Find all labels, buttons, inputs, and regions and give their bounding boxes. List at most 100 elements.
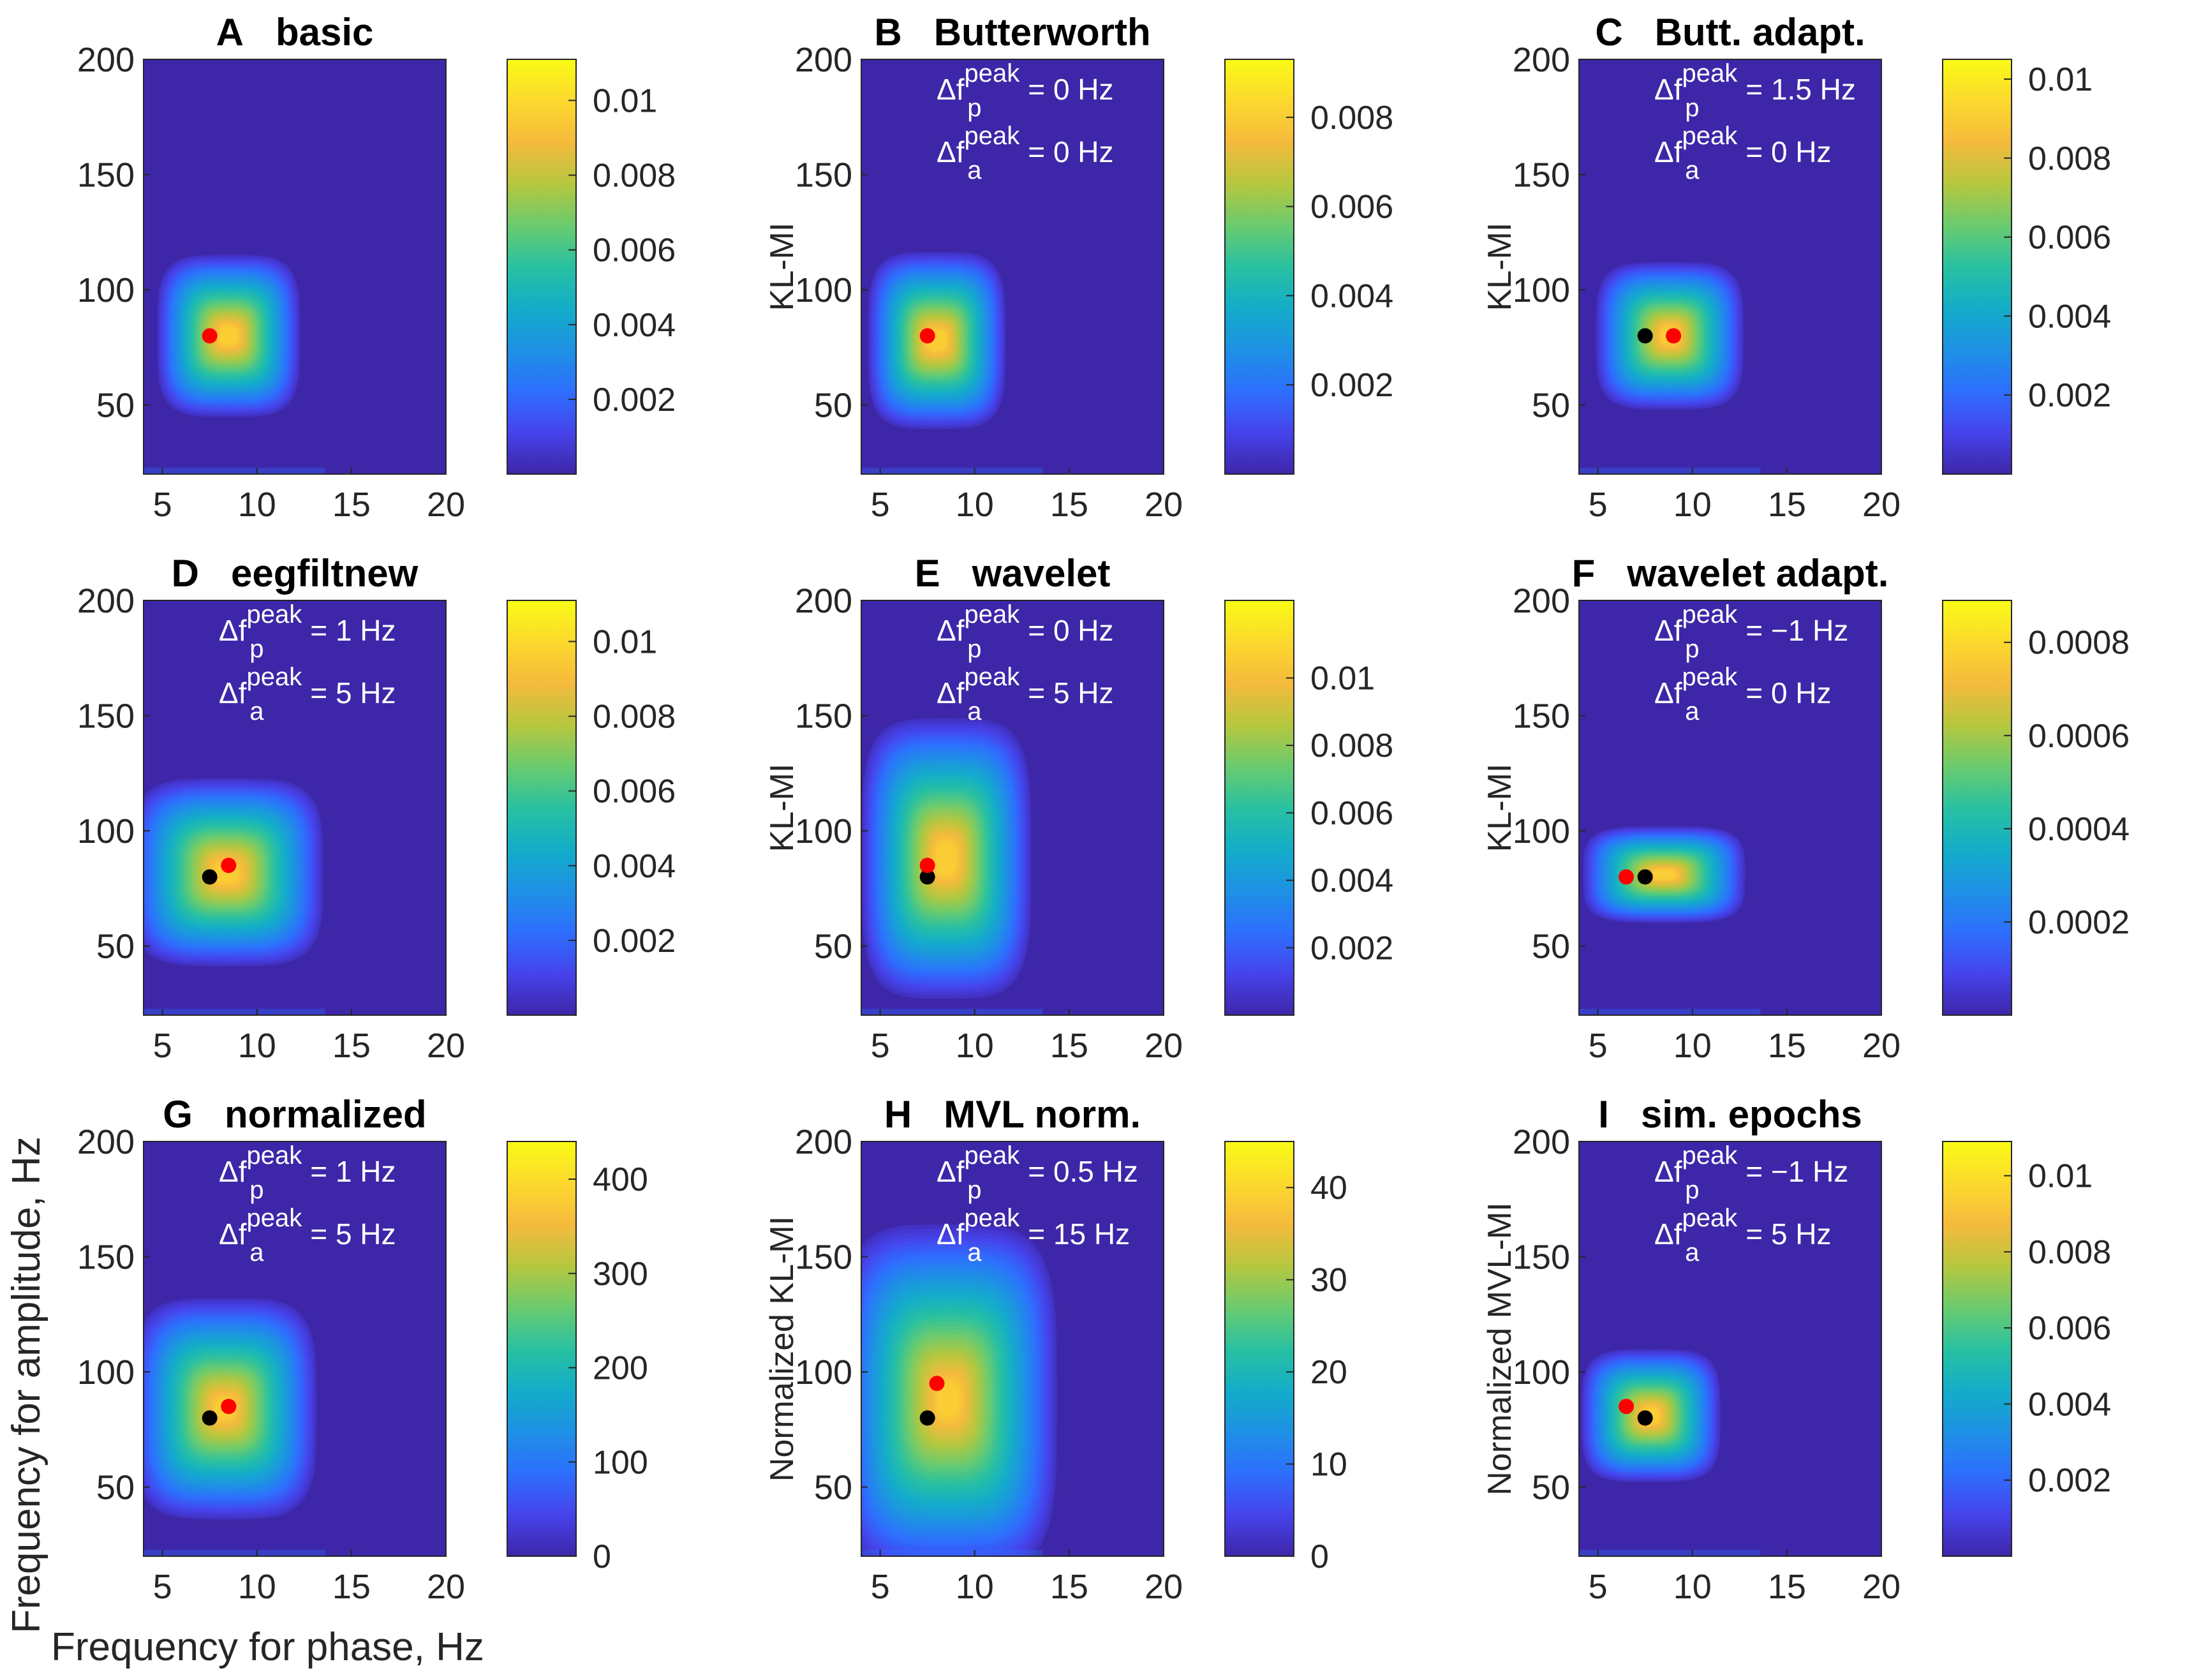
colorbar-tick-label: 0.006 xyxy=(1310,189,1393,226)
heatmap-i xyxy=(1579,1141,1881,1556)
heatmap-low-band xyxy=(1579,1550,1761,1556)
colorbar-tick-label: 0.0006 xyxy=(2028,718,2130,755)
annotation-symbol: Δf xyxy=(937,73,965,106)
panel-title-h: H MVL norm. xyxy=(884,1093,1141,1136)
annotation-superscript: peak xyxy=(1682,1141,1738,1170)
x-tick-label: 20 xyxy=(1145,486,1183,524)
colorbar-tick-label: 0.008 xyxy=(1310,100,1393,137)
y-tick-label: 150 xyxy=(795,156,852,195)
colorbar-tick-label: 0.006 xyxy=(1310,795,1393,832)
colorbar-tick-label: 0.004 xyxy=(1310,278,1393,315)
annotation-subscript: p xyxy=(967,1176,981,1204)
heatmap-contour-level xyxy=(219,327,238,345)
panel-letter: E xyxy=(915,552,940,595)
panel-name: wavelet adapt. xyxy=(1626,552,1888,595)
true-peak-marker xyxy=(1637,328,1653,344)
colorbar-tick-label: 0.01 xyxy=(593,623,657,660)
true-peak-marker xyxy=(919,869,935,885)
x-tick-label: 10 xyxy=(1673,1568,1712,1606)
annotation-superscript: peak xyxy=(965,122,1021,150)
annotation-subscript: p xyxy=(967,94,981,122)
colorbar-tick-label: 0.01 xyxy=(1310,660,1375,697)
y-tick-label: 150 xyxy=(77,1238,135,1277)
x-tick-label: 10 xyxy=(956,486,994,524)
colorbar-tick-label: 0.002 xyxy=(1310,367,1393,404)
peak-offset-annotation: Δfpeak p = 0 Hz xyxy=(937,59,1114,122)
shared-x-axis-label: Frequency for phase, Hz xyxy=(51,1625,484,1669)
y-tick-label: 200 xyxy=(1513,41,1570,79)
panel-letter: D xyxy=(172,552,199,595)
peak-offset-annotation: Δfpeak p = 0 Hz xyxy=(937,600,1114,663)
panel-letter: I xyxy=(1598,1093,1609,1136)
colorbar-tick-label: 0.0002 xyxy=(2028,904,2130,941)
x-tick-label: 15 xyxy=(332,1568,371,1606)
y-tick-label: 100 xyxy=(795,1353,852,1392)
colorbar-c xyxy=(1942,59,2012,475)
y-tick-label: 150 xyxy=(77,697,135,736)
x-tick-label: 20 xyxy=(1862,1568,1901,1606)
panel-name: Butt. adapt. xyxy=(1655,11,1865,54)
y-tick-label: 200 xyxy=(1513,582,1570,620)
y-tick-label: 200 xyxy=(77,41,135,79)
x-tick-label: 5 xyxy=(1589,1027,1608,1065)
colorbar-label: Normalized KL-MI xyxy=(764,1216,801,1482)
colorbar-tick-label: 0.006 xyxy=(2028,1310,2111,1347)
heatmap-background xyxy=(1579,600,1881,1015)
x-tick-label: 15 xyxy=(332,486,371,524)
heatmap-low-band xyxy=(861,468,1043,474)
colorbar-tick-label: 0.002 xyxy=(2028,1462,2111,1499)
annotation-symbol: Δf xyxy=(937,676,965,710)
colorbar-tick-label: 0.01 xyxy=(2028,61,2093,98)
y-tick-label: 200 xyxy=(1513,1123,1570,1161)
colorbar-label: KL-MI xyxy=(1481,223,1518,311)
x-tick-label: 5 xyxy=(871,486,890,524)
annotation-superscript: peak xyxy=(965,600,1021,628)
annotation-symbol: Δf xyxy=(937,1155,965,1188)
true-peak-marker xyxy=(202,869,218,885)
colorbar-f xyxy=(1942,600,2012,1016)
detected-peak-marker xyxy=(919,328,935,344)
true-peak-marker xyxy=(1637,1410,1653,1426)
y-tick-label: 50 xyxy=(96,387,135,425)
colorbar-tick-label: 0.002 xyxy=(593,382,676,419)
heatmap-low-band xyxy=(1579,1009,1761,1015)
heatmap-contour-level xyxy=(1652,870,1675,879)
x-tick-label: 20 xyxy=(427,1027,465,1065)
annotation-value: = 5 Hz xyxy=(1738,1217,1832,1251)
panel-title-b: B Butterworth xyxy=(874,11,1150,54)
colorbar-tick-label: 0.01 xyxy=(593,82,657,119)
x-tick-label: 5 xyxy=(871,1568,890,1606)
colorbar-tick-label: 200 xyxy=(593,1350,648,1387)
peak-offset-annotation: Δfpeak p = 1.5 Hz xyxy=(1654,59,1856,122)
x-tick-label: 10 xyxy=(956,1027,994,1065)
annotation-subscript: a xyxy=(249,697,264,725)
y-tick-label: 50 xyxy=(1532,1469,1570,1507)
true-peak-marker xyxy=(919,1410,935,1426)
annotation-superscript: peak xyxy=(965,59,1021,87)
x-tick-label: 15 xyxy=(1050,1027,1088,1065)
annotation-value: = 0 Hz xyxy=(1020,614,1114,647)
annotation-value: = 15 Hz xyxy=(1020,1217,1130,1251)
panel-name: eegfiltnew xyxy=(231,552,419,595)
x-tick-label: 20 xyxy=(1145,1568,1183,1606)
annotation-symbol: Δf xyxy=(219,1217,247,1251)
colorbar-tick-label: 0.002 xyxy=(2028,377,2111,414)
colorbar-label: KL-MI xyxy=(764,223,801,311)
annotation-subscript: a xyxy=(249,1238,264,1267)
y-tick-label: 100 xyxy=(1513,271,1570,309)
peak-offset-annotation: Δfpeak p = −1 Hz xyxy=(1654,600,1848,663)
x-tick-label: 20 xyxy=(1862,486,1901,524)
colorbar-tick-label: 0.008 xyxy=(2028,140,2111,177)
annotation-subscript: p xyxy=(1685,1176,1699,1204)
annotation-value: = −1 Hz xyxy=(1738,1155,1849,1188)
heatmap-low-band xyxy=(144,1009,325,1015)
y-tick-label: 200 xyxy=(77,1123,135,1161)
annotation-superscript: peak xyxy=(247,1204,303,1232)
axes-box-d xyxy=(143,600,447,1016)
panel-letter: F xyxy=(1572,552,1596,595)
y-tick-label: 100 xyxy=(77,812,135,851)
peak-offset-annotation: Δfpeak a = 0 Hz xyxy=(937,122,1114,184)
